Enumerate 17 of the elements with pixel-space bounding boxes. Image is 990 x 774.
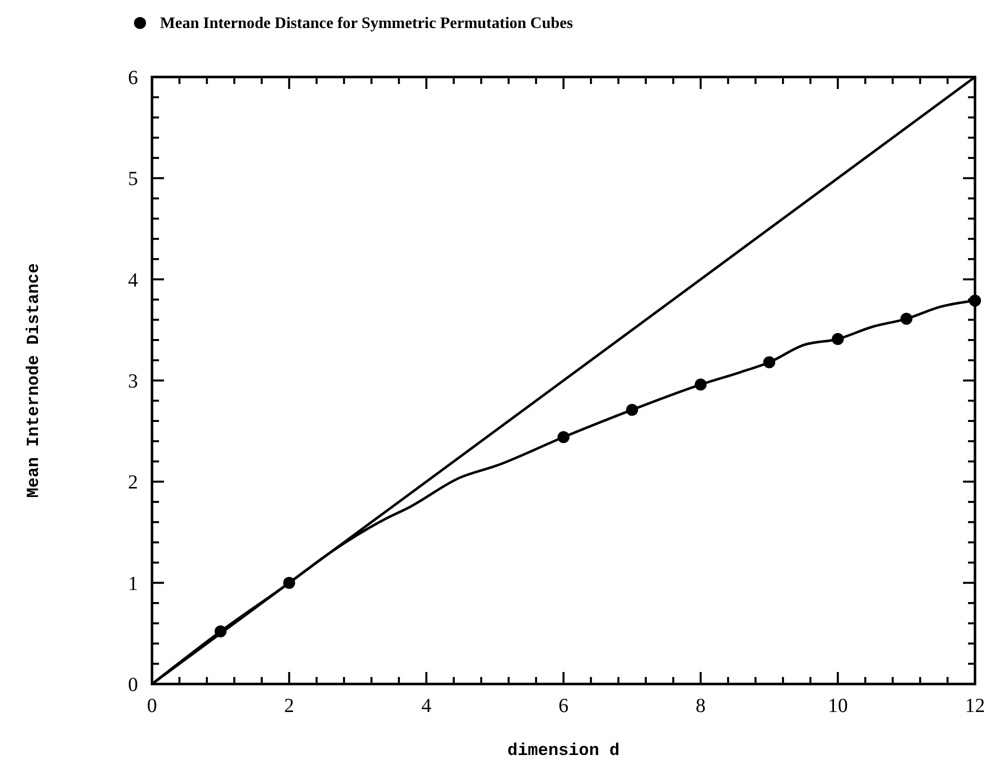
y-axis-title: Mean Internode Distance <box>25 263 44 498</box>
x-tick-label: 6 <box>558 695 568 717</box>
y-tick-label: 4 <box>128 269 138 292</box>
y-tick-label: 1 <box>128 572 138 595</box>
x-tick-label: 10 <box>828 695 848 717</box>
x-tick-label: 2 <box>284 695 294 717</box>
y-tick-label: 5 <box>128 168 138 190</box>
y-tick-label: 2 <box>128 472 138 494</box>
x-tick-label: 0 <box>147 695 157 717</box>
x-tick-label: 4 <box>421 695 432 717</box>
legend-label: Mean Internode Distance for Symmetric Permutation Cubes <box>160 15 573 32</box>
y-tick-label: 3 <box>128 370 138 392</box>
x-tick-label: 8 <box>696 695 706 717</box>
y-tick-label: 0 <box>128 674 138 696</box>
y-tick-label: 6 <box>128 67 138 89</box>
x-axis-title: dimension d <box>507 742 620 761</box>
x-tick-label: 12 <box>965 695 985 717</box>
